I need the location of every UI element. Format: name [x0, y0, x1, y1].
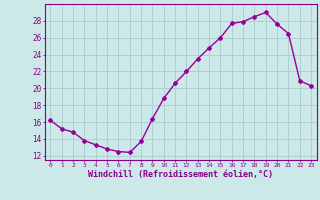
X-axis label: Windchill (Refroidissement éolien,°C): Windchill (Refroidissement éolien,°C)	[88, 170, 273, 179]
